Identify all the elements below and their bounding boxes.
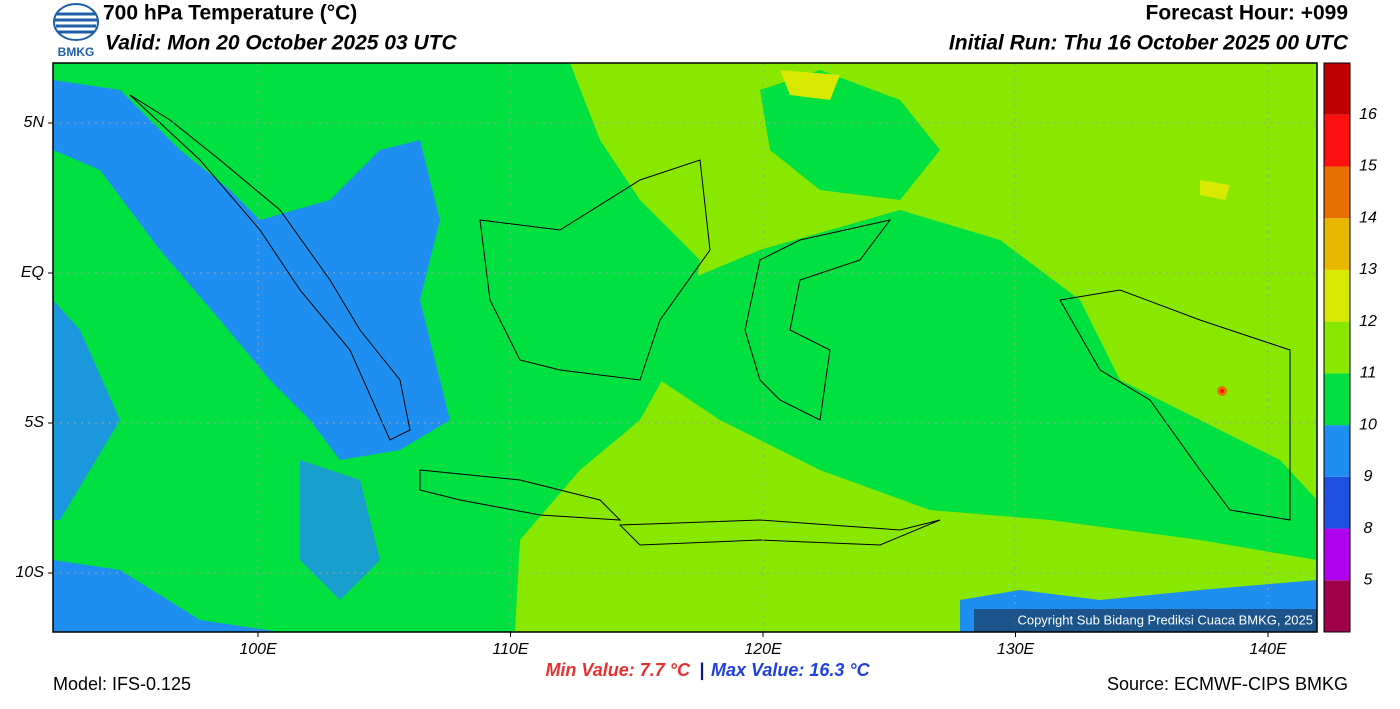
logo: BMKG [53, 3, 99, 59]
colorbar-segment [1324, 528, 1350, 581]
separator: | [699, 660, 704, 680]
colorbar-label: 10 [1359, 416, 1377, 433]
lat-label: 5S [24, 414, 44, 431]
forecast-hour: Forecast Hour: +099 [1146, 2, 1349, 25]
lon-label: 140E [1249, 641, 1287, 658]
model: Model: IFS-0.125 [53, 674, 191, 694]
colorbar-label: 15 [1359, 158, 1377, 175]
logo-text: BMKG [58, 45, 95, 59]
lon-label: 130E [997, 641, 1035, 658]
lon-label: 100E [239, 641, 277, 658]
colorbar-segment [1324, 63, 1350, 115]
lon-label: 120E [744, 641, 782, 658]
axis-ticks: 5N EQ 5S 10S 100E 110E 120E 130E 140E [16, 114, 1287, 658]
source: Source: ECMWF-CIPS BMKG [1107, 674, 1348, 694]
colorbar-segment [1324, 114, 1350, 167]
colorbar-segment [1324, 269, 1350, 322]
colorbar-segment [1324, 373, 1350, 426]
colorbar-label: 9 [1364, 468, 1373, 485]
min-value: Min Value: 7.7 °C [545, 660, 691, 680]
valid-time: Valid: Mon 20 October 2025 03 UTC [105, 32, 457, 55]
max-value: Max Value: 16.3 °C [711, 660, 871, 680]
lat-label: 5N [24, 114, 45, 131]
title: 700 hPa Temperature (°C) [103, 2, 357, 25]
lon-label: 110E [492, 641, 529, 658]
colorbar-frame [1323, 62, 1351, 633]
colorbar-segment [1324, 425, 1350, 477]
map-frame [52, 62, 1318, 633]
lat-label: 10S [16, 564, 45, 581]
copyright: Copyright Sub Bidang Prediksi Cuaca BMKG… [1017, 612, 1313, 627]
colorbar-segment [1324, 321, 1350, 374]
colorbar-label: 8 [1364, 520, 1373, 537]
graticule [53, 63, 1317, 632]
colorbar-segment [1324, 218, 1350, 270]
colorbar-label: 11 [1360, 365, 1377, 382]
colorbar-label: 14 [1359, 209, 1377, 226]
colorbar-label: 5 [1364, 571, 1373, 588]
colorbar-segment [1324, 166, 1350, 219]
map-field: Copyright Sub Bidang Prediksi Cuaca BMKG… [53, 63, 1317, 632]
colorbar-label: 12 [1359, 313, 1377, 330]
colorbar: 5 8 9 10 11 12 13 14 15 16 [1323, 62, 1377, 633]
colorbar-segment [1324, 580, 1350, 632]
colorbar-segment [1324, 476, 1350, 529]
initial-run: Initial Run: Thu 16 October 2025 00 UTC [949, 32, 1349, 55]
lat-label: EQ [21, 264, 44, 281]
colorbar-label: 13 [1359, 261, 1377, 278]
colorbar-label: 16 [1359, 106, 1377, 123]
